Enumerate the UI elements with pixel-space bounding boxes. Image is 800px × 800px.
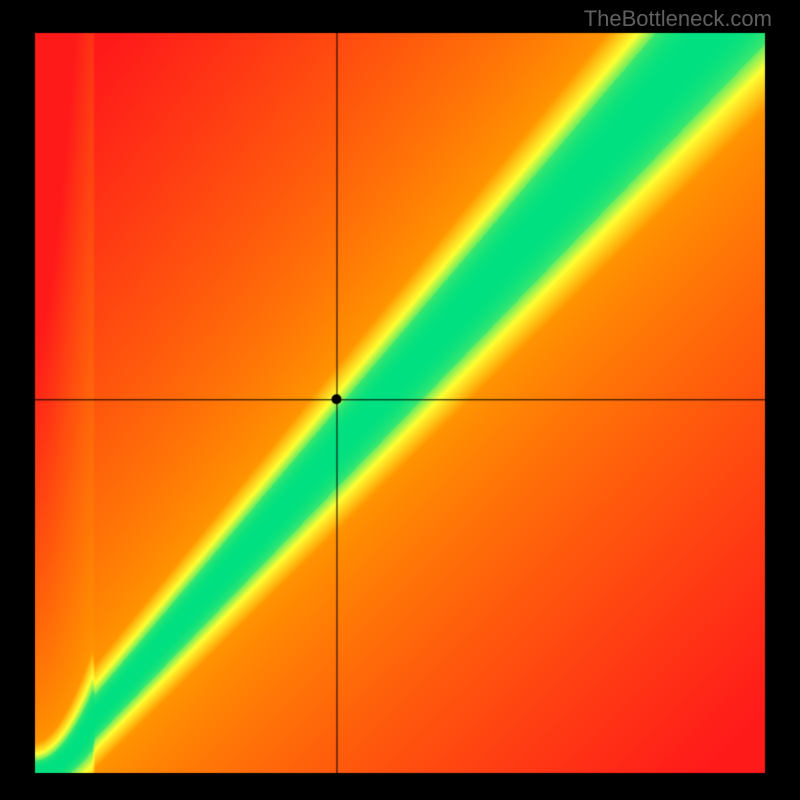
chart-container: TheBottleneck.com — [0, 0, 800, 800]
watermark-text: TheBottleneck.com — [584, 6, 772, 32]
heatmap-canvas — [0, 0, 800, 800]
